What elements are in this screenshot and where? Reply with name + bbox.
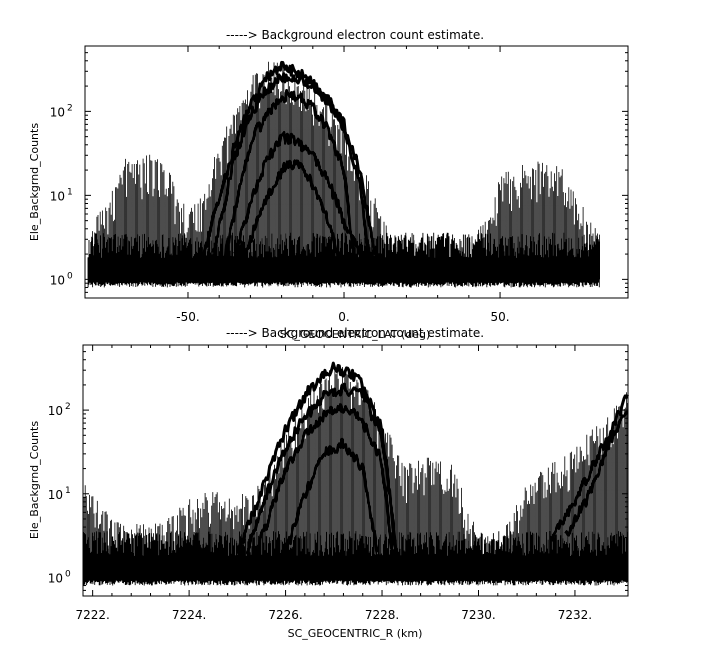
bottom-chart-marks [82,361,629,586]
bottom-chart-panel: -----> Background electron count estimat… [28,326,629,640]
y-tick-exponent: 1 [67,187,73,197]
top-chart-marks [87,60,600,288]
series-7-arc [564,410,629,537]
series-6-arc [242,159,340,258]
y-tick-label: 10 [50,105,65,119]
x-tick-label: -50. [176,310,199,324]
x-tick-label: 7226. [268,608,302,622]
bottom-x-ticks: 7222. 7224. 7226. 7228. 7230. 7232. [75,345,592,622]
series-3-arc [245,382,398,555]
x-tick-label: 7222. [75,608,109,622]
series-4-arc [255,403,393,559]
top-plot-frame [84,45,629,299]
top-x-ticks: -50. 0. 50. [176,46,510,324]
top-y-axis-label: Ele_Backgrnd_Counts [28,123,41,241]
bottom-plot-frame [82,344,629,597]
bottom-y-axis-label: Ele_Backgrnd_Counts [28,421,41,539]
y-tick-label: 10 [48,571,63,585]
y-tick-label: 10 [48,404,63,418]
top-chart-title: -----> Background electron count estimat… [226,28,484,42]
y-tick-exponent: 2 [65,402,71,412]
series-3-arc [211,72,371,254]
series-5-arc [233,131,362,256]
bottom-x-axis-label: SC_GEOCENTRIC_R (km) [288,627,423,640]
y-tick-exponent: 1 [65,486,71,496]
y-tick-exponent: 2 [67,103,73,113]
x-tick-label: 7232. [558,608,592,622]
series-4-arc [223,89,355,257]
y-tick-exponent: 0 [67,271,73,281]
series-6-arc [550,394,629,542]
x-tick-label: 7224. [172,608,206,622]
top-x-axis-label: SC_GEOCENTRIC_LAT (deg) [280,328,431,341]
x-tick-label: 7230. [461,608,495,622]
series-5-arc [285,437,379,553]
top-chart-panel: -----> Background electron count estimat… [28,28,629,341]
y-tick-exponent: 0 [65,569,71,579]
x-tick-label: 50. [491,310,510,324]
bottom-chart-title: -----> Background electron count estimat… [226,326,484,340]
x-tick-label: 0. [338,310,349,324]
y-tick-label: 10 [48,488,63,502]
y-tick-label: 10 [50,273,65,287]
x-tick-label: 7228. [365,608,399,622]
y-tick-label: 10 [50,189,65,203]
